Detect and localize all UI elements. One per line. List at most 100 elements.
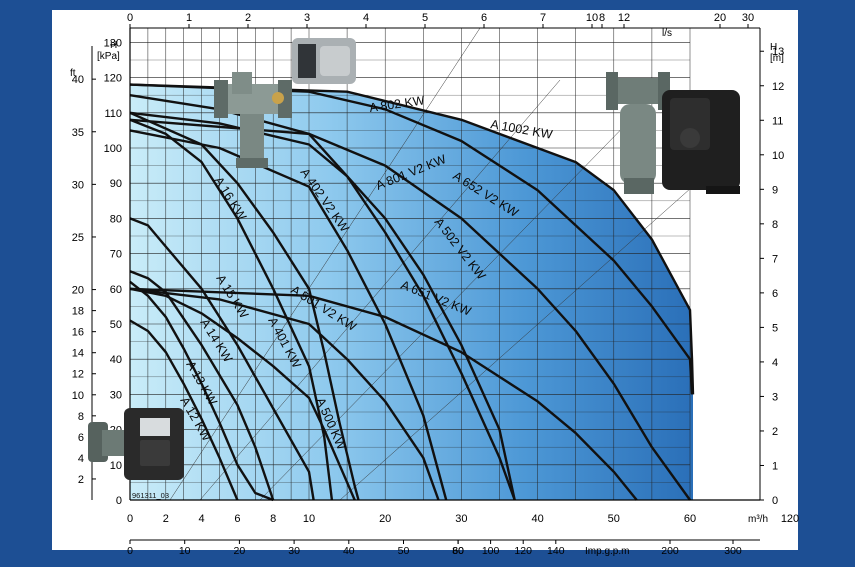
y-kpa-tick-label: 130 [104,37,122,49]
x-tick-label: 2 [163,513,169,525]
x-bottom-tick-label: 300 [724,545,742,557]
x-top-tick-label: 7 [540,12,546,24]
y-ft-tick-label: 25 [72,232,84,244]
y-ft-tick-label: 12 [72,369,84,381]
y-ft-tick-label: 10 [72,390,84,402]
x-unit: m³/h [748,514,768,525]
y-ft-tick-label: 4 [78,453,84,465]
x-tick-label: 20 [379,513,391,525]
curve-a-652-v2-kw [129,118,691,501]
y-kpa-tick-label: 0 [116,495,122,507]
y-kpa-tick-label: 10 [110,460,122,472]
x-tick-label: 40 [531,513,543,525]
y-kpa-tick-label: 120 [104,73,122,85]
y-kpa-tick-label: 100 [104,143,122,155]
curve-a-14-kw [129,270,275,501]
x-bottom-tick-label: 100 [482,545,500,557]
y-m-tick-label: 3 [772,391,778,403]
x-top-tick-label: 5 [422,12,428,24]
y-m-tick-label: 8 [772,219,778,231]
x-top-tick-label: 12 [618,12,630,24]
y-m-tick-label: 7 [772,253,778,265]
y-ft-tick-label: 35 [72,127,84,139]
y-m-tick-label: 5 [772,322,778,334]
x-top-tick-label: 10 [586,12,598,24]
x-bottom-tick-label: 10 [179,545,191,557]
curve-a-401-kw [129,287,356,501]
y-ft-tick-label: 30 [72,179,84,191]
pump-photo-right [606,72,740,194]
x-bottom-tick-label: 40 [343,545,355,557]
x-top-tick-label: 6 [481,12,487,24]
y-m-tick-label: 9 [772,184,778,196]
y-ft-tick-label: 2 [78,474,84,486]
x-bottom-tick-label: 120 [514,545,532,557]
x-bottom-tick-label: 0 [127,545,133,557]
x-tick-label: 50 [608,513,620,525]
y-m-tick-label: 12 [772,81,784,93]
curve-a-13-kw [129,280,274,502]
y-m-tick-label: 2 [772,426,778,438]
x-top-tick-label: 20 [714,12,726,24]
curve-a-802-kw [129,83,694,395]
y-m-tick-label: 0 [772,495,778,507]
curve-a-501-v2-kw [129,287,440,501]
y-ft-tick-label: 14 [72,348,84,360]
y-kpa-tick-label: 70 [110,249,122,261]
y-kpa-tick-label: 40 [110,354,122,366]
y-m-tick-label: 13 [772,46,784,58]
x-tick-label: 4 [199,513,205,525]
x-tick-label: 120 [781,513,799,525]
y-m-tick-label: 4 [772,357,778,369]
y-ft-tick-label: 16 [72,327,84,339]
curve-a-500-kw [129,111,360,501]
y-ft-tick-label: 40 [72,74,84,86]
curve-a-12-kw [129,319,239,501]
x-bottom-tick-label: 50 [398,545,410,557]
x-tick-label: 30 [455,513,467,525]
x-top-tick-label: 3 [304,12,310,24]
y-kpa-unit: H [kPa] [97,40,120,62]
y-ft-tick-label: 18 [72,306,84,318]
system-curve [169,27,481,501]
y-kpa-tick-label: 60 [110,284,122,296]
y-m-unit: H [m] [770,42,784,64]
y-ft-tick-label: 20 [72,285,84,297]
system-curve [339,179,701,501]
y-kpa-tick-label: 80 [110,213,122,225]
y-ft-unit: ft [70,68,76,79]
y-ft-tick-label: 8 [78,411,84,423]
x-bottom-tick-label: 20 [234,545,246,557]
system-curve [199,79,561,501]
pump-photo-bottom-left: 961311_03 [88,408,184,500]
x-bottom-tick-label: 200 [661,545,679,557]
image-code: 961311_03 [132,491,169,500]
y-m-tick-label: 6 [772,288,778,300]
y-kpa-tick-label: 30 [110,389,122,401]
x-top-tick-label: 2 [245,12,251,24]
y-m-tick-label: 1 [772,460,778,472]
curve-a-1002-kw [129,83,695,395]
y-ft-tick-label: 6 [78,432,84,444]
curve-a-15-kw [129,217,315,501]
x-top-tick-label: 8 [599,12,605,24]
y-m-tick-label: 11 [772,115,783,127]
curves [129,83,695,502]
y-kpa-tick-label: 90 [110,178,122,190]
x-tick-label: 60 [684,513,696,525]
x-top-tick-label: 1 [186,12,192,24]
y-m-tick-label: 10 [772,150,784,162]
x-bottom-unit: Imp.g.p.m [585,546,629,557]
x-tick-label: 6 [234,513,240,525]
x-tick-label: 0 [127,513,133,525]
x-bottom-tick-label: 80 [452,545,464,557]
x-top-unit: l/s [662,28,672,39]
x-top-tick-label: 30 [742,12,754,24]
curve-a-651-v2-kw [129,287,638,501]
curve-a-402-v2-kw [129,129,448,501]
x-bottom-tick-label: 30 [288,545,300,557]
x-tick-label: 10 [303,513,315,525]
